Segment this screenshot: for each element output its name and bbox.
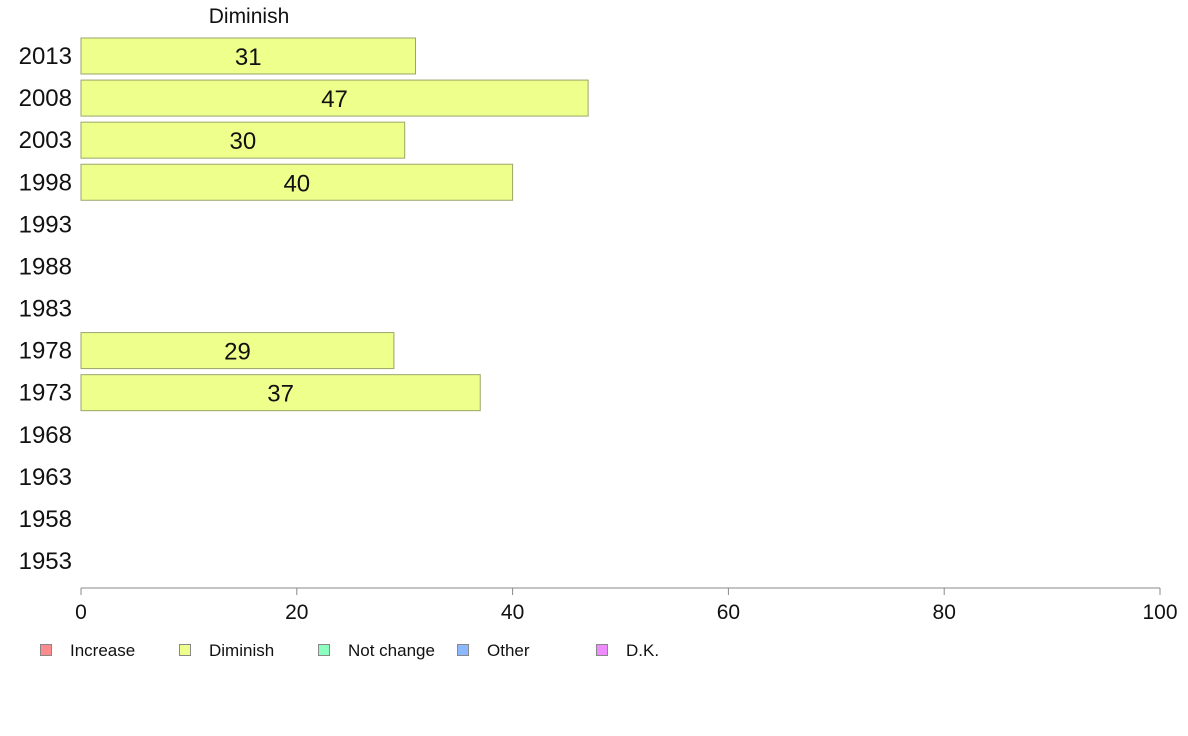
x-tick-label-100: 100	[1142, 601, 1177, 624]
legend-swatch-other	[457, 644, 469, 656]
bar-chart: 31 47 30 40 29 37 0 20 40 60 80 100 2013 2008 2003 19…	[19, 37, 1178, 624]
bar-1978	[80, 332, 395, 370]
category-label-1983: 1983	[19, 296, 72, 323]
legend-label-increase: Increase	[70, 641, 136, 660]
category-label-1993: 1993	[19, 211, 72, 238]
bar-2003	[80, 121, 406, 159]
bar-value-label-2003: 30	[229, 128, 256, 155]
x-tick-label-60: 60	[717, 601, 740, 624]
bar-value-label-2008: 47	[321, 86, 348, 113]
bar-value-label-1978: 29	[224, 339, 251, 366]
bar-1998	[80, 163, 514, 201]
category-labels: 2013 2008 2003 1998 1993 1988 1983 1978 1973 1968…	[19, 43, 72, 575]
x-tick-label-20: 20	[285, 601, 308, 624]
legend-swatch-not-change	[318, 644, 330, 656]
category-label-2003: 2003	[19, 127, 72, 154]
x-tick-label-40: 40	[501, 601, 524, 624]
bar-2013	[80, 37, 416, 75]
bar-value-label-1973: 37	[267, 381, 294, 408]
category-label-1988: 1988	[19, 253, 72, 280]
series-title: Diminish	[208, 5, 290, 28]
legend-label-not-change: Not change	[348, 641, 435, 660]
x-tick-label-80: 80	[933, 601, 956, 624]
bar-2008	[80, 79, 589, 117]
bar-value-label-2013: 31	[235, 44, 262, 71]
legend-swatch-diminish	[179, 644, 191, 656]
x-tick-label-0: 0	[75, 601, 87, 624]
category-label-1978: 1978	[19, 338, 72, 365]
x-axis: 0 20 40 60 80 100	[75, 587, 1178, 624]
legend-label-diminish: Diminish	[209, 641, 275, 660]
category-label-1958: 1958	[19, 506, 72, 533]
legend-swatch-dk	[596, 644, 608, 656]
legend: Increase Diminish Not change Other D.K.	[0, 640, 1188, 666]
bar-1973	[80, 374, 481, 412]
legend-label-other: Other	[487, 641, 530, 660]
bar-value-label-1998: 40	[283, 170, 310, 197]
category-label-1968: 1968	[19, 422, 72, 449]
legend-label-dk: D.K.	[626, 641, 660, 660]
category-label-1973: 1973	[19, 380, 72, 407]
bars-layer: 31 47 30 40 29 37	[80, 37, 589, 412]
category-label-1953: 1953	[19, 548, 72, 575]
legend-swatch-increase	[40, 644, 52, 656]
category-label-2008: 2008	[19, 85, 72, 112]
category-label-1963: 1963	[19, 464, 72, 491]
category-label-2013: 2013	[19, 43, 72, 70]
category-label-1998: 1998	[19, 169, 72, 196]
